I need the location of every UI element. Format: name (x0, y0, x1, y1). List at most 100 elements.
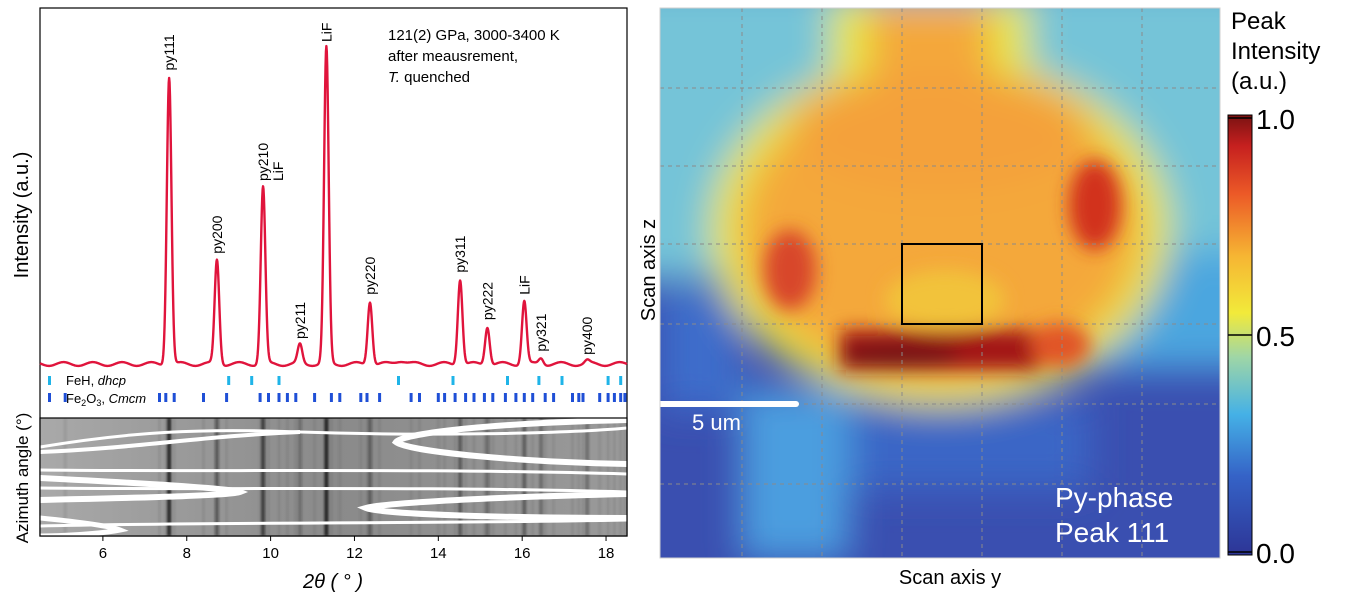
detector-faint-band (437, 418, 439, 536)
detector-faint-band (339, 418, 341, 536)
detector-band (214, 418, 219, 536)
hotspot-bottom-right (1030, 323, 1090, 367)
phase-tick (294, 393, 298, 402)
annotation-line-1: 121(2) GPa, 3000-3400 K (388, 27, 560, 44)
detector-faint-band (286, 418, 289, 536)
phase-tick (531, 393, 535, 402)
detector-band (324, 418, 329, 536)
detector-faint-band (366, 418, 368, 536)
detector-faint-band (464, 418, 467, 536)
fe2o3-legend-label: Fe2O3, Cmcm (66, 391, 146, 408)
detector-faint-band (173, 418, 175, 536)
field-lightblue-lower (740, 390, 850, 558)
phase-tick (598, 393, 602, 402)
detector-band (368, 418, 372, 536)
detector-faint-band (473, 418, 475, 536)
detector-faint-band (599, 418, 601, 536)
phase-tick (164, 393, 168, 402)
gap-curve-lower (40, 486, 627, 494)
phase-tick (514, 393, 518, 402)
detector-faint-band (378, 418, 381, 536)
phase-legend: FeH, dhcp Fe2O3, Cmcm (48, 373, 146, 408)
detector-faint-band (267, 418, 270, 536)
hotspot-left (764, 230, 816, 310)
field-orange-upper (790, 70, 1090, 190)
phase-tick (338, 393, 342, 402)
phase-tick (491, 393, 495, 402)
heatmap-y-axis-label: Scan axis z (638, 219, 660, 321)
peak-label: py311 (452, 235, 468, 272)
heatmap-hotspots (764, 160, 1121, 370)
detector-faint-band (578, 418, 580, 536)
heatmap-panel: 5 um Py-phase Peak 111 Scan axis z Scan … (638, 7, 1320, 589)
inset-label-line-1: Py-phase (1055, 482, 1173, 513)
detector-band (485, 418, 490, 536)
gap-curve-mid (40, 468, 627, 476)
detector-faint-band (313, 418, 316, 536)
phase-tick (329, 393, 333, 402)
xrd-x-axis-label: 2θ ( ° ) (302, 571, 363, 593)
detector-faint-band (607, 418, 609, 536)
scale-bar-label: 5 um (692, 410, 741, 435)
detector-faint-band (278, 418, 280, 536)
phase-tick (365, 393, 369, 402)
detector-band (458, 418, 463, 536)
hotspot-bottom-deep (840, 341, 960, 369)
x-tick-label: 16 (514, 545, 531, 562)
phase-tick (472, 393, 476, 402)
phase-tick (619, 393, 623, 402)
gap-curve-upper-left-arc (40, 430, 301, 454)
phase-tick (612, 393, 616, 402)
phase-tick (63, 393, 67, 402)
detector-band (167, 418, 172, 536)
field-orange-neck (870, 8, 990, 80)
detector-faint-band (483, 418, 486, 536)
feh-legend-label: FeH, dhcp (66, 373, 126, 388)
detector-band (261, 418, 266, 536)
colorbar-tick-label: 0.0 (1256, 538, 1295, 569)
detector-faint-band (158, 418, 161, 536)
detector-faint-band (165, 418, 167, 536)
detector-faint-band (523, 418, 525, 536)
phase-tick (537, 376, 541, 385)
heatmap-frame (659, 7, 1221, 559)
phase-tick (506, 376, 509, 385)
phase-tick (359, 393, 363, 402)
phase-tick (277, 393, 281, 402)
x-tick-label: 6 (99, 545, 107, 562)
hotspot-center (885, 270, 1005, 330)
phase-tick (397, 376, 400, 385)
gap-arc-left-2 (40, 515, 129, 536)
detector-faint-band (620, 418, 622, 536)
gap-curve-bottom (40, 518, 627, 528)
detector-faint-band (613, 418, 616, 536)
detector-frame (39, 417, 628, 537)
xrd-x-axis: 6 8 10 12 14 16 18 (99, 536, 614, 562)
peak-label: py210LiF (255, 143, 286, 181)
peak-label: py321 (533, 313, 549, 351)
detector-faint-band (454, 418, 456, 536)
phase-tick (619, 376, 623, 385)
phase-tick (560, 376, 564, 385)
x-tick-label: 10 (262, 545, 279, 562)
phase-tick (225, 393, 229, 402)
detector-y-axis-label: Azimuth angle (°) (13, 413, 32, 544)
phase-tick (202, 393, 205, 402)
annotation-line-2: after meausrement, (388, 48, 518, 65)
gap-curve-top (40, 426, 627, 449)
detector-diffraction-bands (64, 418, 626, 536)
fe2o3-legend-swatch (48, 393, 51, 402)
colorbar-title: Peak Intensity (a.u.) (1231, 8, 1320, 95)
gap-arc-right-2 (357, 491, 627, 521)
colorbar-tick-label: 1.0 (1256, 104, 1295, 135)
x-tick-label: 8 (183, 545, 191, 562)
phase-tick-marks (63, 376, 627, 402)
detector-faint-band (515, 418, 517, 536)
detector-faint-band (443, 418, 446, 536)
detector-faint-band (544, 418, 546, 536)
xrd-y-axis-label: Intensity (a.u.) (11, 152, 33, 279)
phase-tick (443, 393, 447, 402)
peak-label: py220 (362, 256, 378, 294)
detector-faint-band (360, 418, 362, 536)
